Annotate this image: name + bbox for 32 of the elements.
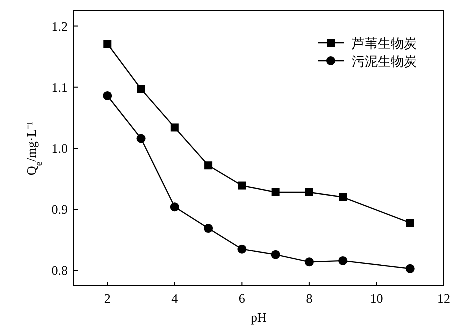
y-tick-label: 1.1	[52, 80, 68, 95]
y-tick-label: 1.2	[52, 18, 68, 34]
point	[339, 193, 348, 202]
point	[103, 91, 112, 100]
x-tick-label: 2	[104, 291, 111, 306]
point	[271, 250, 280, 260]
point	[406, 219, 414, 228]
x-tick-label: 8	[306, 291, 313, 306]
point	[104, 40, 112, 48]
point	[304, 258, 314, 267]
point	[238, 182, 246, 190]
x-tick-label: 10	[370, 291, 384, 306]
point	[406, 264, 415, 274]
x-tick-label: 6	[238, 291, 246, 306]
point	[136, 134, 146, 144]
x-tick-label: 4	[172, 291, 179, 306]
point	[305, 188, 314, 196]
y-tick-label: 0.9	[52, 202, 68, 218]
point	[238, 244, 247, 254]
point	[272, 188, 280, 196]
x-tick-label: 12	[438, 291, 450, 306]
x-axis-title: pH	[251, 310, 267, 325]
point	[170, 202, 180, 212]
point	[170, 124, 179, 132]
point	[137, 85, 146, 94]
legend-label: 芦苇生物炭	[352, 37, 417, 52]
point	[204, 224, 214, 234]
y-tick-label: 1.0	[52, 141, 68, 156]
point	[204, 162, 213, 170]
legend-label: 污泥生物炭	[352, 55, 417, 70]
y-tick-label: 0.8	[52, 263, 68, 278]
point	[338, 256, 348, 266]
